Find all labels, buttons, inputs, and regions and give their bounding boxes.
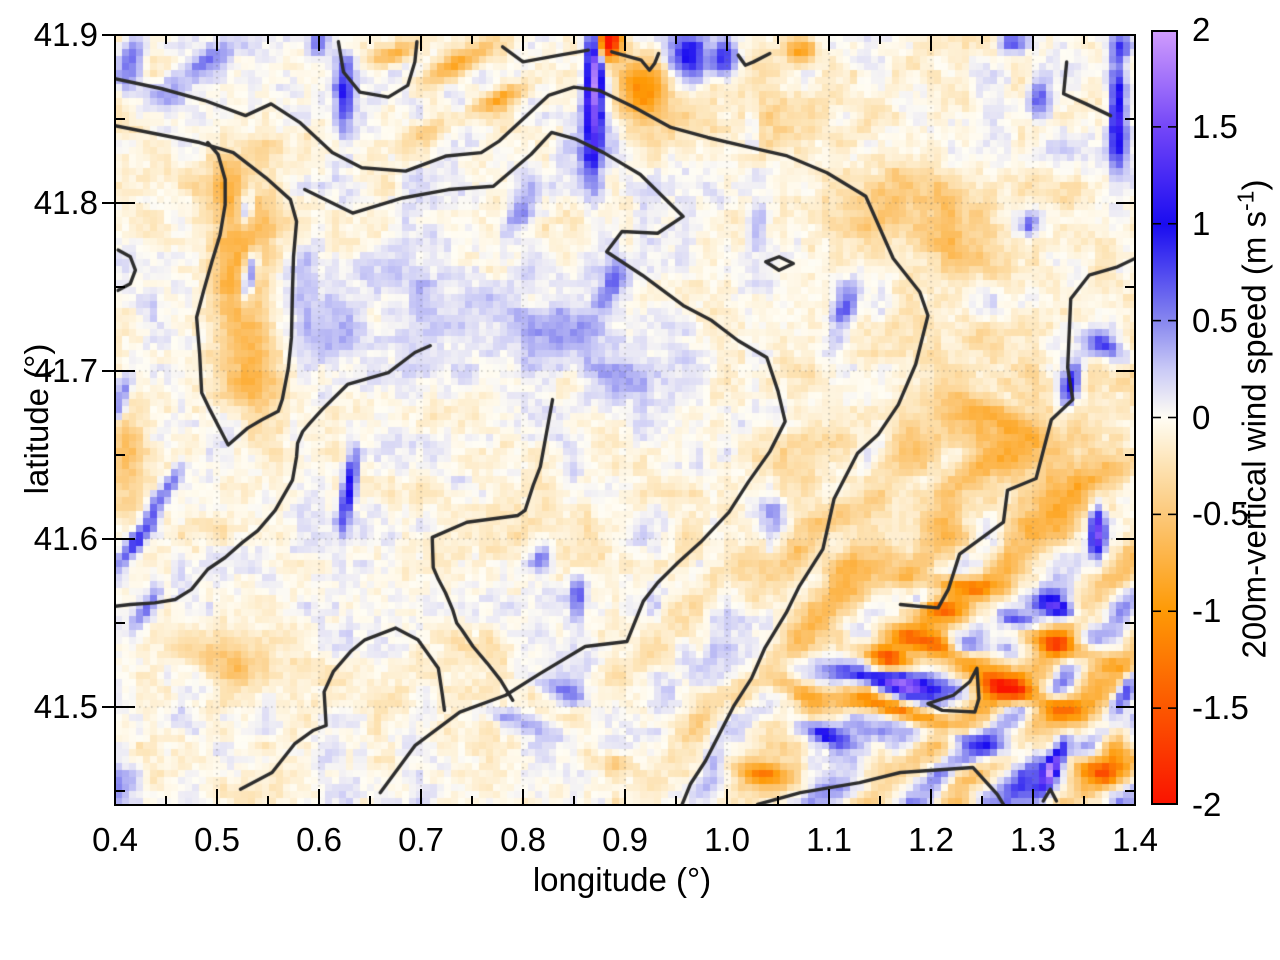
x-tick-label: 1.4: [1112, 821, 1158, 858]
x-tick-label: 1.3: [1010, 821, 1056, 858]
colorbar-tick-label: -0.5: [1192, 495, 1249, 533]
y-tick-label: 41.6: [33, 520, 98, 557]
y-tick-label: 41.7: [33, 352, 98, 389]
x-tick-label: 0.8: [500, 821, 546, 858]
colorbar-tick-label: -2: [1192, 786, 1222, 823]
colorbar-title: 200m-vertical wind speed (m s-1): [1233, 180, 1274, 659]
x-tick-label: 1.1: [806, 821, 852, 858]
x-tick-label: 0.9: [602, 821, 648, 858]
colorbar-tick-label: -1: [1192, 592, 1222, 630]
colorbar-tick-label: 1.5: [1192, 107, 1238, 145]
colorbar-title-close: ): [1235, 179, 1273, 191]
colorbar-tick-label: 0: [1192, 398, 1211, 436]
x-tick-label: 1.2: [908, 821, 954, 858]
y-tick-label: 41.5: [33, 688, 98, 725]
colorbar-tick-label: 0.5: [1192, 301, 1238, 339]
y-tick-label: 41.8: [33, 184, 98, 221]
x-tick-label: 0.4: [92, 821, 138, 858]
x-tick-label: 0.6: [296, 821, 342, 858]
x-tick-label: 1.0: [704, 821, 750, 858]
colorbar-tick-label: 1: [1192, 204, 1211, 242]
colorbar-title-superscript: -1: [1232, 190, 1259, 211]
y-axis-title: latitude (°): [18, 343, 55, 495]
colorbar-tick-label: 2: [1192, 11, 1211, 48]
colorbar-title-text: 200m-vertical wind speed (m s: [1235, 210, 1273, 659]
colorbar-gradient: [1151, 30, 1178, 805]
x-tick-label: 0.7: [398, 821, 444, 858]
y-tick-label: 41.9: [33, 16, 98, 53]
x-axis-title: longitude (°): [532, 861, 712, 898]
colorbar-tick-label: -1.5: [1192, 689, 1249, 727]
heatmap-canvas: [115, 35, 1135, 805]
x-tick-label: 0.5: [194, 821, 240, 858]
